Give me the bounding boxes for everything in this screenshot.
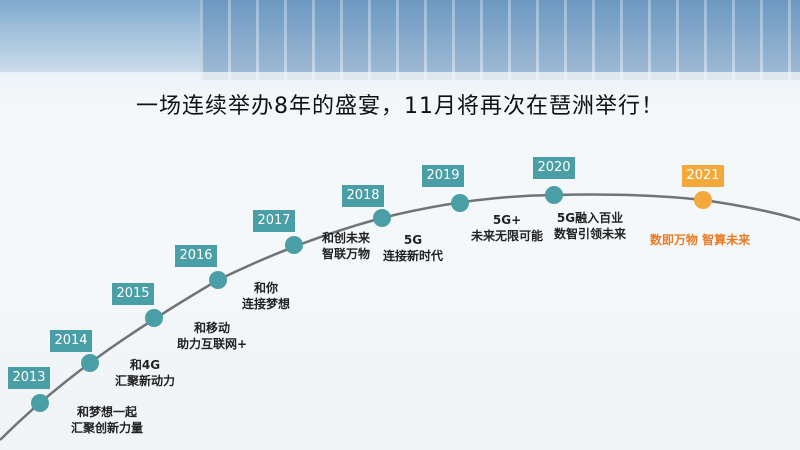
year-label-2018: 2018 xyxy=(342,185,384,207)
milestone-dot-2021 xyxy=(694,191,712,209)
milestone-slogan-2015: 和移动助力互联网+ xyxy=(177,320,247,352)
slogan-line-1: 和移动 xyxy=(193,321,230,335)
milestone-slogan-2021: 数即万物 智算未来 xyxy=(650,232,750,248)
milestone-slogan-2017: 和创未来 智联万物 xyxy=(322,230,370,262)
milestone-dot-2016 xyxy=(209,271,227,289)
slogan-line-1: 和梦想一起 xyxy=(76,405,138,419)
slogan-line-2: 数智引领未来 xyxy=(553,227,627,241)
year-label-2019: 2019 xyxy=(422,165,464,187)
milestone-dot-2019 xyxy=(451,194,469,212)
year-label-2014: 2014 xyxy=(50,330,92,352)
slogan-line-2: 汇聚新动力 xyxy=(114,374,176,388)
slogan-line-1: 和4G xyxy=(129,358,161,372)
milestone-slogan-2016: 和你 连接梦想 xyxy=(242,280,290,312)
milestone-dot-2018 xyxy=(373,209,391,227)
year-label-2013: 2013 xyxy=(8,367,50,389)
slogan-line-1: 和你 xyxy=(253,281,279,295)
milestone-dot-2020 xyxy=(545,186,563,204)
milestone-dot-2017 xyxy=(285,236,303,254)
slogan-line-1: 和创未来 xyxy=(321,231,371,245)
milestone-slogan-2013: 和梦想一起汇聚创新力量 xyxy=(71,404,143,436)
content-band xyxy=(0,72,800,450)
slogan-line-2: 连接梦想 xyxy=(241,297,291,311)
year-label-2020: 2020 xyxy=(533,157,575,179)
year-label-2015: 2015 xyxy=(112,283,154,305)
slogan-line-2: 助力互联网+ xyxy=(176,337,248,351)
background-building xyxy=(200,0,800,80)
milestone-slogan-2020: 5G融入百业 数智引领未来 xyxy=(554,210,626,242)
milestone-slogan-2014: 和4G 汇聚新动力 xyxy=(115,357,175,389)
year-label-2016: 2016 xyxy=(175,245,217,267)
slogan-line-1: 5G+ xyxy=(492,213,522,227)
slide-title: 一场连续举办8年的盛宴，11月将再次在琶洲举行！ xyxy=(136,94,664,119)
slogan-line-2: 智联万物 xyxy=(321,247,371,261)
milestone-slogan-2018: 5G 连接新时代 xyxy=(383,232,443,264)
slogan-line-2: 连接新时代 xyxy=(382,249,444,263)
slogan-line-2: 汇聚创新力量 xyxy=(70,421,144,435)
milestone-dot-2014 xyxy=(81,354,99,372)
slogan-line-1: 5G xyxy=(403,233,423,247)
slogan-line-1: 5G融入百业 xyxy=(556,211,624,225)
milestone-dot-2015 xyxy=(145,309,163,327)
milestone-dot-2013 xyxy=(31,394,49,412)
slogan-line-1: 数即万物 智算未来 xyxy=(649,233,751,247)
milestone-slogan-2019: 5G+ 未来无限可能 xyxy=(471,212,543,244)
year-label-2017: 2017 xyxy=(253,210,295,232)
year-label-2021: 2021 xyxy=(682,165,724,187)
slogan-line-2: 未来无限可能 xyxy=(470,229,544,243)
